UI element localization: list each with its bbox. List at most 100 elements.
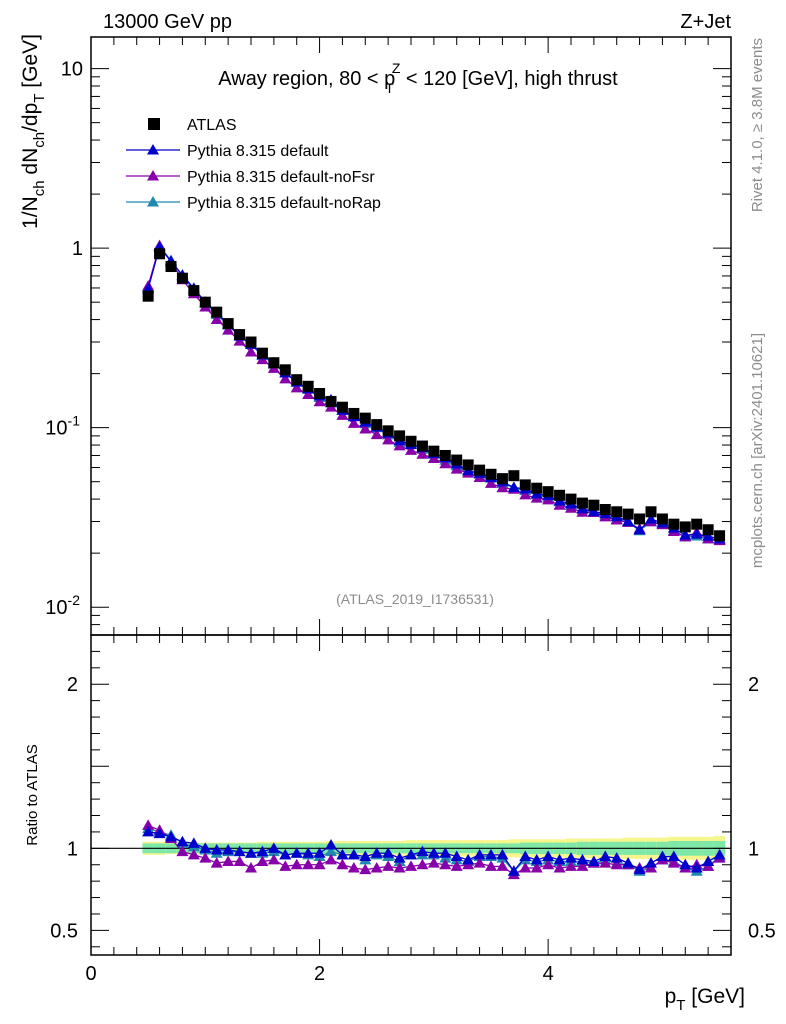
ratio-y-tick-label: 2 bbox=[67, 674, 78, 696]
ratio-data-point bbox=[382, 860, 395, 871]
ratio-data-point bbox=[313, 847, 326, 858]
ratio-data-point bbox=[393, 852, 406, 863]
data-point bbox=[176, 272, 188, 284]
xlabel-main: p bbox=[665, 985, 677, 1008]
ratio-data-point bbox=[496, 860, 509, 871]
ratio-data-point bbox=[656, 850, 669, 862]
data-point bbox=[519, 488, 532, 500]
data-point bbox=[496, 473, 508, 485]
data-point bbox=[714, 530, 726, 542]
ratio-y-axis-label: Ratio to ATLAS bbox=[24, 744, 41, 845]
ratio-data-point bbox=[165, 830, 177, 842]
main-axis-ticks: 10-2 10-1 1 10 bbox=[45, 37, 732, 636]
ratio-data-point bbox=[462, 853, 475, 865]
ratio-axis-ticks: 0 2 4 0.5 0.5 1 1 2 2 bbox=[50, 635, 776, 985]
data-point bbox=[668, 518, 680, 530]
ratio-data-point bbox=[222, 843, 235, 855]
ratio-data-point bbox=[245, 862, 257, 873]
data-point bbox=[507, 481, 520, 492]
data-point bbox=[347, 417, 360, 428]
ratio-y-tick-label-right: 1 bbox=[748, 838, 759, 860]
data-point bbox=[210, 313, 223, 325]
ratio-data-point bbox=[622, 857, 635, 868]
data-point bbox=[702, 524, 714, 536]
ratio-data-point bbox=[633, 863, 646, 875]
ylabel-c-sub: T bbox=[31, 94, 48, 103]
ratio-data-point bbox=[427, 857, 440, 868]
ratio-data-point bbox=[256, 845, 269, 857]
ratio-data-point bbox=[473, 857, 486, 868]
ratio-data-point bbox=[187, 848, 200, 860]
data-point bbox=[291, 374, 303, 386]
data-point bbox=[690, 528, 703, 539]
data-point bbox=[679, 529, 692, 540]
data-point bbox=[348, 407, 360, 419]
data-point bbox=[531, 482, 543, 494]
ratio-data-point bbox=[222, 855, 235, 866]
data-point bbox=[691, 518, 703, 530]
data-point bbox=[416, 440, 428, 452]
data-point bbox=[359, 422, 372, 434]
data-point bbox=[211, 306, 223, 318]
ratio-y-tick-label: 0.5 bbox=[50, 920, 78, 942]
ratio-data-point bbox=[370, 847, 383, 858]
ratio-data-point bbox=[267, 842, 280, 853]
y-tick-label: 10-2 bbox=[45, 592, 80, 619]
data-point bbox=[188, 285, 200, 297]
ratio-data-point bbox=[233, 845, 246, 857]
ratio-data-point bbox=[325, 853, 337, 865]
x-tick-label: 4 bbox=[543, 963, 554, 985]
data-point bbox=[565, 493, 577, 505]
ratio-data-point bbox=[530, 862, 543, 873]
ratio-data-point bbox=[690, 862, 703, 873]
data-point bbox=[485, 477, 497, 488]
ratio-data-point bbox=[667, 857, 680, 868]
ratio-data-point bbox=[450, 850, 463, 862]
data-point bbox=[519, 479, 531, 491]
ratio-data-point bbox=[142, 819, 155, 830]
data-point bbox=[576, 497, 588, 509]
series-pythia-8-315-default bbox=[142, 241, 726, 544]
ratio-data-point bbox=[702, 855, 715, 866]
ratio-data-point bbox=[610, 852, 623, 863]
ratio-data-point bbox=[325, 839, 337, 850]
ratio-data-point bbox=[267, 853, 280, 865]
ratio-y-tick-label: 1 bbox=[67, 838, 78, 860]
ratio-data-point bbox=[153, 827, 166, 839]
y-tick-label: 10-1 bbox=[45, 413, 80, 440]
ratio-data-point bbox=[142, 825, 155, 837]
ratio-data-point bbox=[336, 848, 349, 860]
analysis-tag: (ATLAS_2019_I1736531) bbox=[336, 591, 494, 607]
ratio-data-point bbox=[416, 858, 429, 870]
ylabel-a: 1/N bbox=[19, 196, 42, 229]
data-point bbox=[302, 388, 315, 400]
series-pythia-8-315-default-norap bbox=[142, 240, 726, 545]
data-point bbox=[382, 425, 394, 437]
legend-label: Pythia 8.315 default bbox=[187, 143, 329, 160]
legend-label: Pythia 8.315 default-noRap bbox=[187, 195, 381, 212]
data-point bbox=[256, 347, 268, 359]
data-point bbox=[451, 454, 463, 466]
data-point bbox=[554, 489, 566, 501]
data-point bbox=[462, 459, 474, 471]
data-point bbox=[234, 329, 246, 341]
ratio-data-point bbox=[290, 847, 303, 858]
data-point bbox=[485, 468, 497, 480]
ratio-data-point bbox=[245, 847, 257, 858]
ratio-data-point bbox=[485, 860, 497, 871]
ratio-data-point bbox=[439, 858, 452, 870]
data-point bbox=[633, 523, 646, 535]
ratio-data-point bbox=[530, 853, 543, 865]
legend-marker-triangle bbox=[147, 196, 159, 207]
header-right: Z+Jet bbox=[680, 11, 731, 33]
ratio-data-point bbox=[393, 862, 406, 873]
data-point bbox=[439, 449, 451, 461]
data-point bbox=[587, 505, 600, 517]
data-point bbox=[428, 445, 440, 457]
ratio-data-point bbox=[199, 852, 212, 863]
rivet-version-text: Rivet 4.1.0, ≥ 3.8M events bbox=[749, 38, 766, 212]
ratio-data-point bbox=[450, 860, 463, 871]
series-line bbox=[147, 244, 720, 541]
data-point bbox=[679, 521, 691, 533]
